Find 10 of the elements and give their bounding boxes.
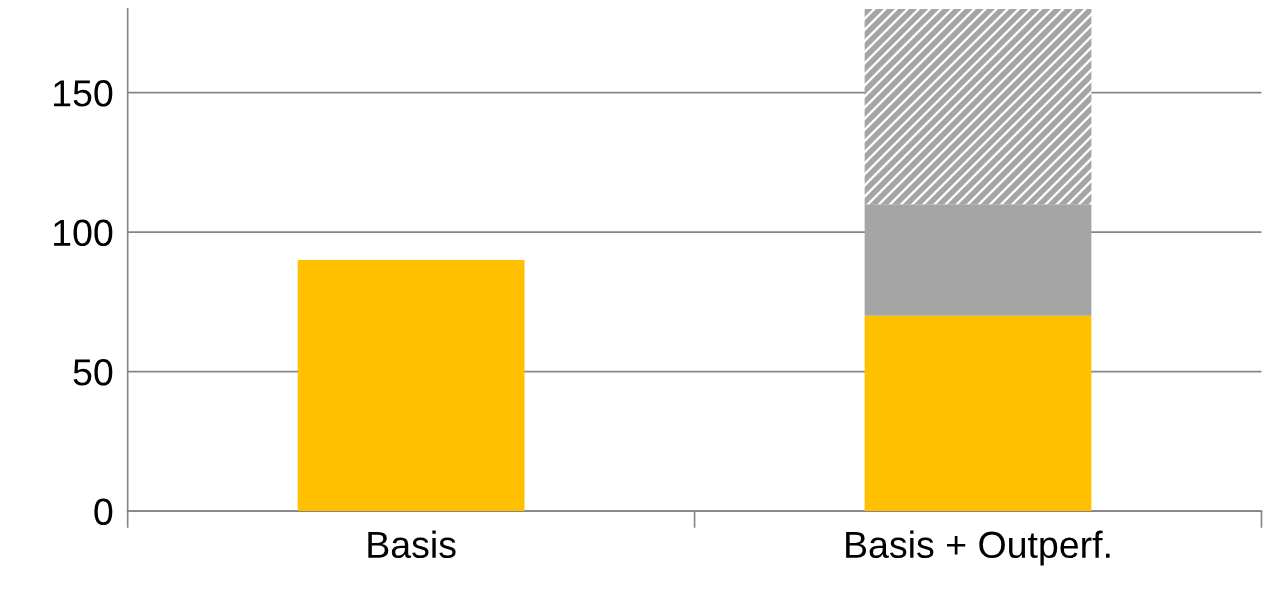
bar [864,315,1092,512]
x-tick-label: Basis + Outperf. [846,530,1110,566]
y-tick-label: 0 [94,498,113,526]
bar [864,204,1092,316]
bar [297,260,525,512]
x-tick-label: Basis [368,530,456,559]
bar [864,8,1092,205]
y-tick-label: 150 [54,80,113,107]
y-tick-label: 100 [54,219,113,247]
y-tick-label: 50 [73,359,113,386]
